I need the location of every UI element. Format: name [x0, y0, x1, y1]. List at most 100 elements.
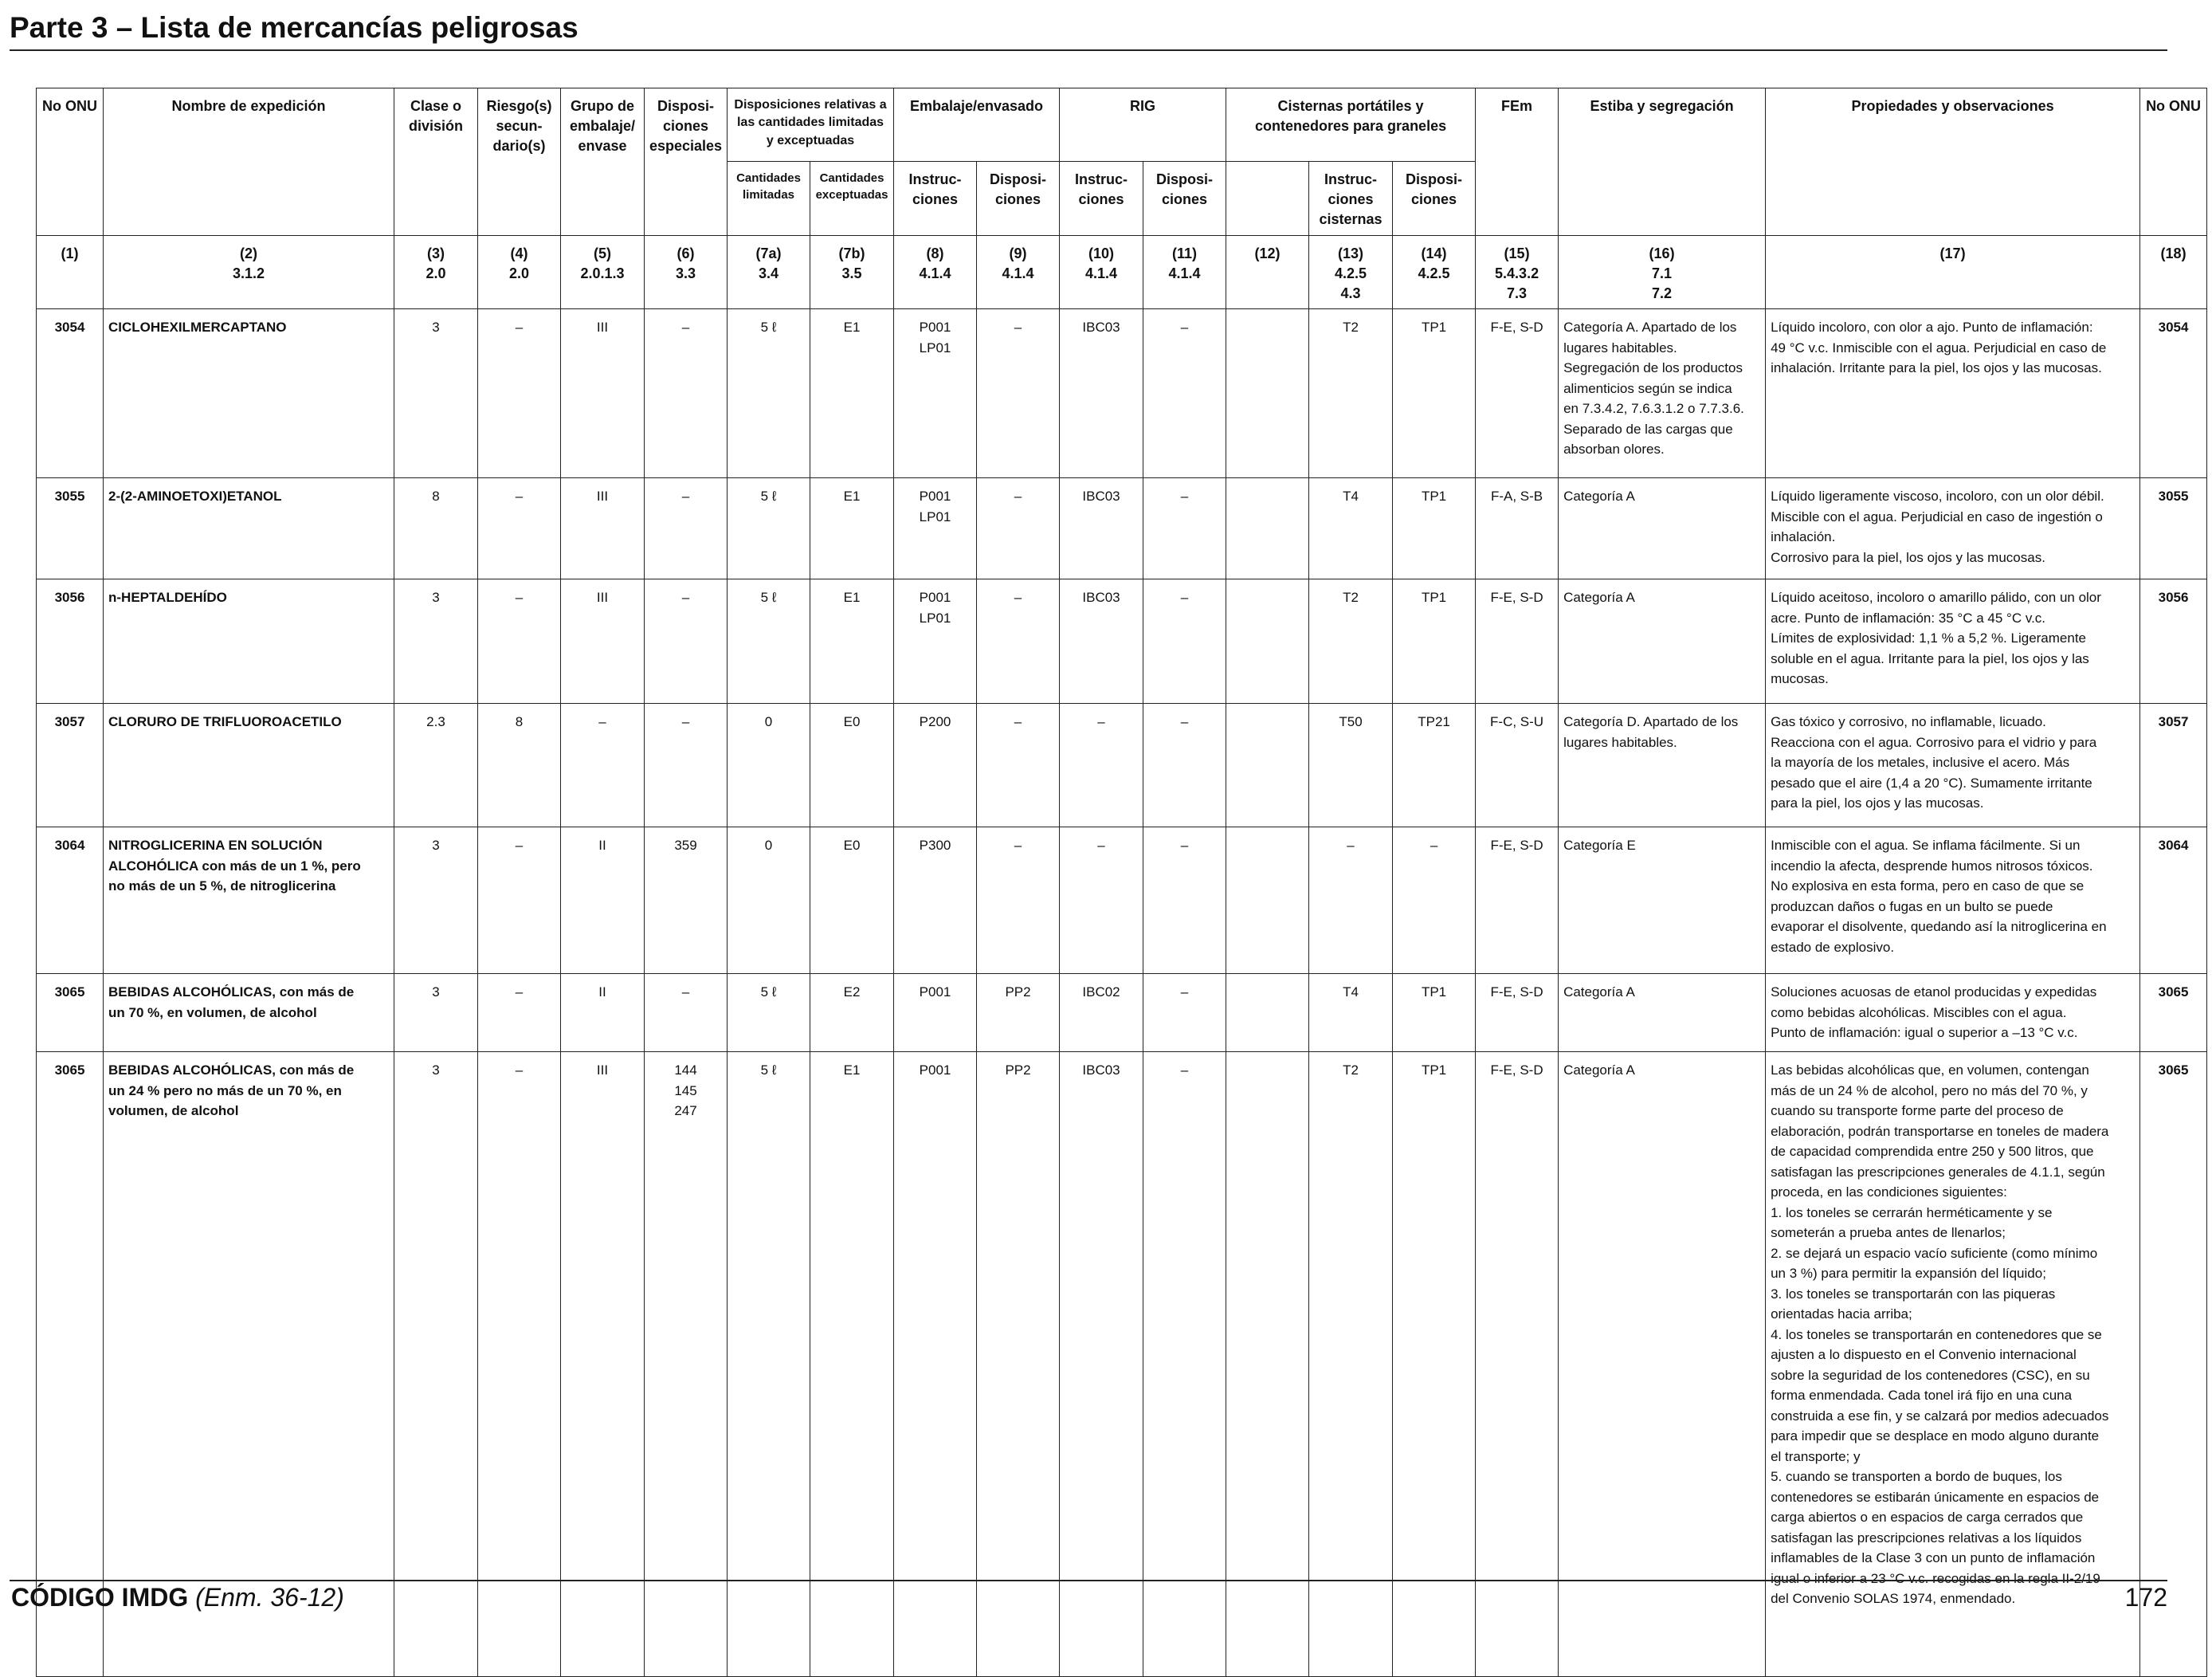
un-number-right-cell: 3064 — [2139, 827, 2208, 975]
table-row: 3054 CICLOHEXILMERCAPTANO 3– III –5 ℓ E1 P001 L… — [36, 308, 2208, 479]
column-ref-line: (10) — [1088, 245, 1115, 261]
properties-observations-line: forma enmendada. Cada tonel irá fijo en … — [1771, 1388, 2073, 1404]
properties-observations-line: como bebidas alcohólicas. Miscibles con … — [1771, 1004, 2067, 1020]
col-header-fem: FEm — [1475, 88, 1559, 236]
properties-observations-line: 49 °C v.c. Inmiscible con el agua. Perju… — [1771, 340, 2107, 355]
properties-observations-line: estado de explosivo. — [1771, 939, 1895, 955]
limited-quantity-cell: 5 ℓ — [727, 477, 810, 580]
ems-cell: F-A, S-B — [1475, 477, 1559, 580]
column-ref-line: 4.3 — [1340, 285, 1361, 301]
column-ref-line: 7.3 — [1507, 285, 1528, 301]
properties-observations-line: el transporte; y — [1771, 1448, 1861, 1464]
tank-provision-cell: TP1 — [1392, 579, 1477, 705]
packing-provision-cell: – — [976, 579, 1061, 705]
packing-provision-cell: – — [976, 308, 1061, 479]
stowage-segregation-line: Segregación de los productos — [1563, 360, 1743, 376]
limited-quantity-cell: 5 ℓ — [727, 1051, 810, 1677]
class-cell: 3 — [394, 579, 478, 705]
column-ref-12: (11) 4.1.4 — [1143, 234, 1227, 310]
special-provisions-cell: 359 — [644, 827, 728, 975]
col-header-instrucciones-rig: Instruc- ciones — [1059, 161, 1144, 236]
column-ref-line: 2.0 — [508, 265, 530, 281]
properties-observations-line: pesado que el aire (1,4 a 20 °C). Sumame… — [1771, 775, 2092, 791]
column-ref-17: (16) 7.1 7.2 — [1558, 234, 1767, 310]
column-12-cell — [1226, 827, 1310, 975]
subsidiary-risk-cell: – — [477, 827, 561, 975]
special-provisions-cell: – — [644, 703, 728, 828]
properties-observations-cell: Líquido ligeramente viscoso, incoloro, c… — [1765, 477, 2141, 580]
column-ref-line: (3) — [427, 245, 445, 261]
ibc-instruction-cell: – — [1059, 827, 1144, 975]
col-header-disposiciones-rig: Disposi- ciones — [1143, 161, 1227, 236]
shipping-name-line: no más de un 5 %, de nitroglicerina — [108, 878, 336, 894]
special-provisions-line: 145 — [674, 1082, 697, 1098]
stowage-segregation-line: Separado de las cargas que — [1563, 421, 1733, 437]
subsidiary-risk-cell: – — [477, 308, 561, 479]
column-reference-row: (1) (2) 3.1.2 (3) 2.0 (4) 2.0 (5) 2.0.1.3 (6) 3.3(… — [36, 234, 2208, 310]
footer-amendment: (Enm. 36-12) — [195, 1583, 344, 1612]
shipping-name-cell: BEBIDAS ALCOHÓLICAS, con más de un 24 % p… — [103, 1051, 394, 1677]
shipping-name-cell: 2-(2-AMINOETOXI)ETANOL — [103, 477, 394, 580]
properties-observations-line: Líquido incoloro, con olor a ajo. Punto … — [1771, 320, 2093, 336]
column-ref-13: (12) — [1226, 234, 1310, 310]
column-ref-2: (2) 3.1.2 — [103, 234, 394, 310]
ems-cell: F-E, S-D — [1475, 1051, 1559, 1677]
properties-observations-line: ajusten a lo dispuesto en el Convenio in… — [1771, 1347, 2077, 1363]
column-ref-14: (13) 4.2.5 4.3 — [1308, 234, 1394, 310]
properties-observations-line: Soluciones acuosas de etanol producidas … — [1771, 984, 2097, 1000]
properties-observations-line: Límites de explosividad: 1,1 % a 5,2 %. … — [1771, 630, 2087, 646]
excepted-quantity-cell: E0 — [809, 703, 895, 828]
tank-provision-cell: – — [1392, 827, 1477, 975]
un-number-cell: 3057 — [36, 703, 104, 828]
packing-provision-cell: PP2 — [976, 1051, 1061, 1677]
col-header-riesgo: Riesgo(s) secun- dario(s) — [477, 88, 561, 236]
column-ref-line: (6) — [677, 245, 695, 261]
stowage-segregation-line: Categoría A — [1563, 489, 1635, 505]
packing-instruction-cell: P001 LP01 — [893, 308, 978, 479]
col-header-12 — [1226, 161, 1310, 236]
subsidiary-risk-cell: 8 — [477, 703, 561, 828]
column-ref-line: (12) — [1254, 245, 1281, 261]
tank-provision-cell: TP21 — [1392, 703, 1477, 828]
column-ref-line: (14) — [1421, 245, 1447, 261]
properties-observations-line: carga abiertos o en espacios de carga ce… — [1771, 1510, 2084, 1526]
special-provisions-line: – — [681, 489, 690, 505]
column-12-cell — [1226, 1051, 1310, 1677]
column-ref-line: 4.1.4 — [919, 265, 951, 281]
stowage-segregation-line: Categoría A — [1563, 1062, 1635, 1078]
properties-observations-line: 2. se dejará un espacio vacío suficiente… — [1771, 1245, 2098, 1261]
properties-observations-line: cuando su transporte forme parte del pro… — [1771, 1103, 2064, 1119]
column-ref-4: (4) 2.0 — [477, 234, 561, 310]
class-cell: 3 — [394, 973, 478, 1053]
column-ref-line: 7.1 — [1652, 265, 1673, 281]
un-number-right-cell: 3057 — [2139, 703, 2208, 828]
properties-observations-cell: Inmiscible con el agua. Se inflama fácil… — [1765, 827, 2141, 975]
stowage-segregation-line: Categoría A. Apartado de los — [1563, 320, 1737, 336]
shipping-name-line: BEBIDAS ALCOHÓLICAS, con más de — [108, 1062, 355, 1078]
column-ref-line: 7.2 — [1652, 285, 1673, 301]
un-number-right-cell: 3065 — [2139, 973, 2208, 1053]
column-ref-line: 4.2.5 — [1335, 265, 1367, 281]
column-ref-line: 3.3 — [675, 265, 696, 281]
shipping-name-line: NITROGLICERINA EN SOLUCIÓN — [108, 838, 323, 854]
column-ref-line: (5) — [594, 245, 611, 261]
column-ref-line: (2) — [240, 245, 257, 261]
column-ref-line: 5.4.3.2 — [1495, 265, 1539, 281]
packing-group-cell: III — [560, 1051, 645, 1677]
packing-provision-cell: – — [976, 827, 1061, 975]
properties-observations-line: satisfagan las prescripciones generales … — [1771, 1164, 2105, 1180]
un-number-cell: 3056 — [36, 579, 104, 705]
shipping-name-line: CLORURO DE TRIFLUOROACETILO — [108, 714, 342, 730]
class-cell: 8 — [394, 477, 478, 580]
ems-cell: F-E, S-D — [1475, 827, 1559, 975]
column-ref-16: (15) 5.4.3.2 7.3 — [1475, 234, 1559, 310]
ems-cell: F-E, S-D — [1475, 973, 1559, 1053]
properties-observations-line: Inmiscible con el agua. Se inflama fácil… — [1771, 838, 2081, 854]
column-ref-line: (18) — [2160, 245, 2187, 261]
column-ref-line: 2.0 — [426, 265, 446, 281]
col-header-disposiciones-especiales: Disposi- ciones especiales — [644, 88, 728, 236]
ibc-instruction-cell: – — [1059, 703, 1144, 828]
tank-instruction-cell: T2 — [1308, 1051, 1394, 1677]
column-ref-line: 3.4 — [758, 265, 779, 281]
excepted-quantity-cell: E1 — [809, 477, 895, 580]
